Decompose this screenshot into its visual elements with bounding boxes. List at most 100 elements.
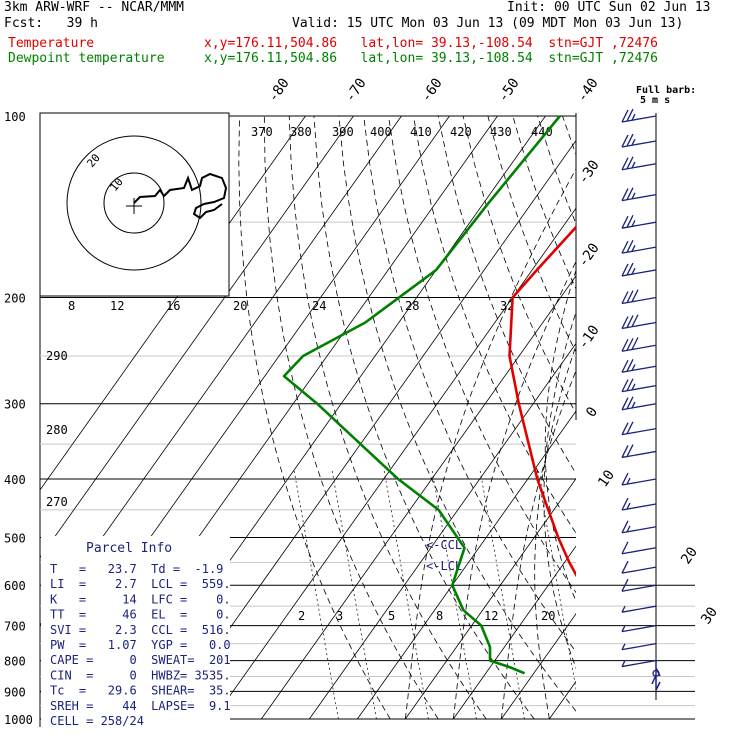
- wind-barbs: Full barb:5 m s: [621, 85, 696, 700]
- barb-full: [621, 263, 629, 277]
- barb-staff: [621, 659, 657, 668]
- barb-half: [631, 245, 636, 252]
- barb-full: [626, 187, 634, 200]
- mixing-ratio-line: [479, 469, 525, 720]
- wind-barb: [621, 187, 657, 202]
- mixing-ratio-label: 2: [298, 609, 305, 623]
- barb-staff: [621, 584, 657, 592]
- surface-wind-cluster: [651, 660, 661, 691]
- barb-full: [621, 240, 629, 254]
- theta-label: 370: [251, 125, 273, 139]
- dry-adiabat-line: [712, 116, 740, 719]
- hodograph-trace: [133, 172, 228, 220]
- barb-half: [631, 364, 636, 371]
- temperature-location: x,y=176.11,504.86 lat,lon= 39.13,-108.54…: [204, 36, 658, 51]
- barb-full: [626, 378, 634, 392]
- dewpoint-location: x,y=176.11,504.86 lat,lon= 39.13,-108.54…: [204, 51, 658, 66]
- isotherm-line: [165, 139, 576, 720]
- isotherm-label: -30: [575, 157, 603, 187]
- moist-adiabat-group: [404, 168, 576, 720]
- isotherm-line: [213, 207, 576, 720]
- isotherm-label: 10: [595, 467, 618, 490]
- barb-note-line1: Full barb:: [636, 85, 696, 96]
- theta-label: 420: [450, 125, 472, 139]
- barb-full: [621, 397, 629, 410]
- parcel-info-row: LI = 2.7 LCL = 559.: [50, 577, 231, 591]
- isotherm-label: -10: [575, 322, 603, 352]
- parcel-info-row: T = 23.7 Td = -1.9: [50, 562, 223, 576]
- moist-adiabat-line: [534, 344, 576, 720]
- barb-staff: [621, 605, 657, 613]
- wind-barb: [621, 289, 657, 305]
- dry-adiabat-line: [587, 116, 740, 719]
- isotherm-line: [501, 613, 576, 720]
- wind-barb: [621, 133, 657, 148]
- barb-full: [621, 109, 629, 123]
- barb-half: [626, 502, 631, 510]
- barb-half: [631, 192, 636, 200]
- barb-full: [626, 133, 634, 147]
- theta-label: 400: [370, 125, 392, 139]
- pressure-label: 1000: [4, 713, 33, 727]
- theta-e-label: 290: [46, 349, 68, 363]
- barb-full: [621, 215, 629, 229]
- parcel-info-row: CELL = 258/24: [50, 714, 144, 728]
- barb-full: [621, 497, 629, 511]
- wind-barb: [621, 472, 657, 486]
- barb-half: [631, 161, 636, 169]
- dry-adiabat-line: [313, 115, 535, 720]
- parcel-info-box: Parcel Info T = 23.7 Td = -1.9LI = 2.7 LC…: [41, 536, 231, 728]
- moist-adiabat-line: [452, 260, 576, 720]
- dewpoint-legend: Dewpoint temperature: [8, 51, 165, 66]
- hodograph-ring-outer: [66, 135, 202, 271]
- barb-full: [621, 379, 629, 392]
- moist-adiabat-line: [543, 311, 576, 670]
- barb-full: [626, 396, 634, 410]
- pressure-label: 300: [4, 398, 26, 412]
- parcel-info-row: Tc = 29.6 SHEAR= 35.: [50, 684, 231, 698]
- barb-half: [621, 660, 626, 667]
- isotherm-line: [357, 410, 576, 720]
- moist-adiabat-line: [404, 168, 576, 720]
- hodograph-ring-inner: [103, 172, 165, 234]
- wind-barb: [621, 643, 657, 651]
- theta-e-label: 270: [46, 495, 68, 509]
- dry-adiabat-line: [637, 116, 740, 719]
- model-title: 3km ARW-WRF -- NCAR/MMM: [4, 0, 185, 15]
- barb-full: [621, 316, 629, 329]
- hodograph-speed-label: 8: [68, 299, 75, 313]
- isotherm-line: [549, 680, 576, 720]
- barb-note-line2: 5 m s: [640, 95, 670, 106]
- wind-barb: [621, 659, 657, 668]
- mixing-ratio-label: 20: [541, 609, 555, 623]
- dry-adiabat-line: [388, 115, 576, 594]
- moist-adiabat-line: [500, 369, 576, 720]
- barb-staff: [621, 643, 657, 651]
- wind-barb: [621, 560, 657, 574]
- hodograph-speed-label: 12: [110, 299, 124, 313]
- parcel-info-row: SREH = 44 LAPSE= 9.1: [50, 699, 231, 713]
- wind-barb: [621, 108, 657, 123]
- mixing-ratio-line: [431, 469, 477, 720]
- wind-barb: [621, 337, 657, 352]
- isotherm-line: [40, 115, 306, 491]
- hodograph-speed-label: 28: [405, 299, 419, 313]
- mixing-ratio-line: [293, 469, 339, 720]
- barb-half: [631, 401, 636, 409]
- barb-full: [626, 262, 634, 276]
- dry-adiabat-line: [413, 115, 576, 534]
- barb-full: [626, 421, 634, 435]
- theta-label: 390: [332, 125, 354, 139]
- theta-e-label: 280: [46, 423, 68, 437]
- hodograph-speed-label: 24: [312, 299, 326, 313]
- dry-adiabat-line: [687, 116, 740, 719]
- barb-full: [621, 188, 629, 201]
- isotherm-line: [645, 116, 740, 719]
- barb-full: [621, 472, 629, 486]
- barb-full: [621, 578, 629, 592]
- barb-half: [631, 138, 636, 146]
- barb-half: [621, 605, 626, 613]
- temperature-line: [508, 225, 576, 578]
- barb-full: [621, 445, 629, 458]
- isotherm-label: 30: [698, 604, 721, 627]
